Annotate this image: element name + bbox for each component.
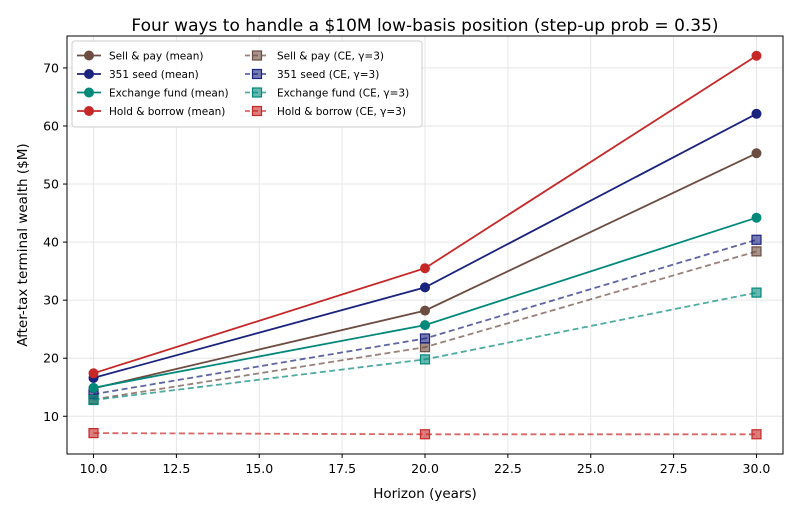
x-tick-label: 20.0 (411, 461, 439, 476)
legend-swatch-marker (251, 87, 263, 98)
y-tick-label: 10 (43, 409, 59, 424)
legend-item: Exchange fund (CE, γ=3) (245, 87, 409, 100)
data-point (751, 108, 762, 119)
series-line (93, 432, 757, 436)
x-tick-label: 22.5 (494, 461, 522, 476)
y-tick-label: 60 (43, 118, 59, 133)
y-tick-label: 70 (43, 60, 59, 75)
x-tick-label: 12.5 (162, 461, 190, 476)
series-exchange-fund-ce-3 (88, 287, 762, 406)
legend-label: Hold & borrow (mean) (109, 106, 225, 118)
y-tick-label: 40 (43, 235, 59, 250)
legend-label: 351 seed (CE, γ=3) (277, 69, 379, 81)
x-axis-label: Horizon (years) (373, 486, 477, 502)
legend-label: 351 seed (mean) (109, 69, 199, 81)
y-axis: 10 20 30 40 50 60 70 (43, 60, 67, 424)
data-point (419, 342, 431, 353)
series-hold-borrow-mean (88, 50, 762, 379)
series-lines (88, 50, 762, 440)
y-tick-label: 50 (43, 177, 59, 192)
data-point (420, 305, 430, 316)
data-point (751, 212, 762, 223)
data-point (88, 382, 99, 393)
data-point (419, 333, 431, 344)
x-axis: 10.0 12.5 15.0 17.5 20.0 22.5 25.0 27.5 30.0 (80, 454, 771, 476)
data-point (419, 429, 431, 440)
legend: Sell & pay (mean) Sell & pay (CE, γ=3) 351… (71, 40, 423, 128)
legend-item: 351 seed (CE, γ=3) (245, 68, 379, 81)
legend-label: Sell & pay (CE, γ=3) (277, 51, 384, 63)
data-point (420, 282, 430, 293)
data-point (751, 246, 762, 257)
legend-label: Sell & pay (mean) (109, 51, 203, 63)
legend-item: Exchange fund (mean) (77, 87, 229, 100)
legend-label: Exchange fund (CE, γ=3) (277, 88, 409, 100)
data-point (88, 428, 99, 439)
y-axis-label: After-tax terminal wealth ($M) (15, 143, 31, 346)
data-point (420, 263, 430, 274)
x-tick-label: 27.5 (660, 461, 688, 476)
series-351-seed-ce-3 (88, 234, 762, 400)
y-tick-label: 30 (43, 293, 59, 308)
x-tick-label: 15.0 (245, 461, 273, 476)
legend-swatch-marker (84, 69, 94, 79)
legend-swatch-marker (84, 87, 94, 98)
data-point (751, 287, 762, 298)
series-hold-borrow-ce-3 (88, 428, 762, 440)
data-point (751, 148, 762, 159)
data-point (751, 234, 762, 245)
data-point (88, 394, 99, 406)
legend-label: Hold & borrow (CE, γ=3) (277, 106, 406, 118)
data-point (420, 320, 430, 331)
legend-item: Hold & borrow (CE, γ=3) (245, 105, 406, 118)
data-point (751, 429, 762, 440)
data-point (419, 354, 431, 365)
legend-item: Hold & borrow (mean) (77, 106, 225, 118)
y-tick-label: 20 (43, 351, 59, 366)
legend-frame (71, 40, 423, 128)
legend-swatch-marker (84, 50, 94, 61)
legend-swatch-marker (84, 106, 94, 116)
legend-item: Sell & pay (mean) (77, 50, 203, 63)
x-tick-label: 17.5 (328, 461, 356, 476)
legend-item: 351 seed (mean) (77, 69, 199, 81)
legend-item: Sell & pay (CE, γ=3) (245, 50, 384, 63)
legend-swatch-marker (251, 50, 263, 61)
x-tick-label: 30.0 (743, 461, 771, 476)
series-exchange-fund-mean (88, 212, 762, 393)
x-tick-label: 10.0 (80, 461, 108, 476)
legend-label: Exchange fund (mean) (109, 88, 229, 100)
data-point (751, 50, 762, 61)
x-tick-label: 25.0 (577, 461, 605, 476)
data-point (88, 368, 99, 379)
legend-swatch-marker (251, 105, 263, 117)
legend-swatch-marker (251, 68, 263, 80)
chart-title: Four ways to handle a $10M low-basis pos… (131, 16, 718, 36)
